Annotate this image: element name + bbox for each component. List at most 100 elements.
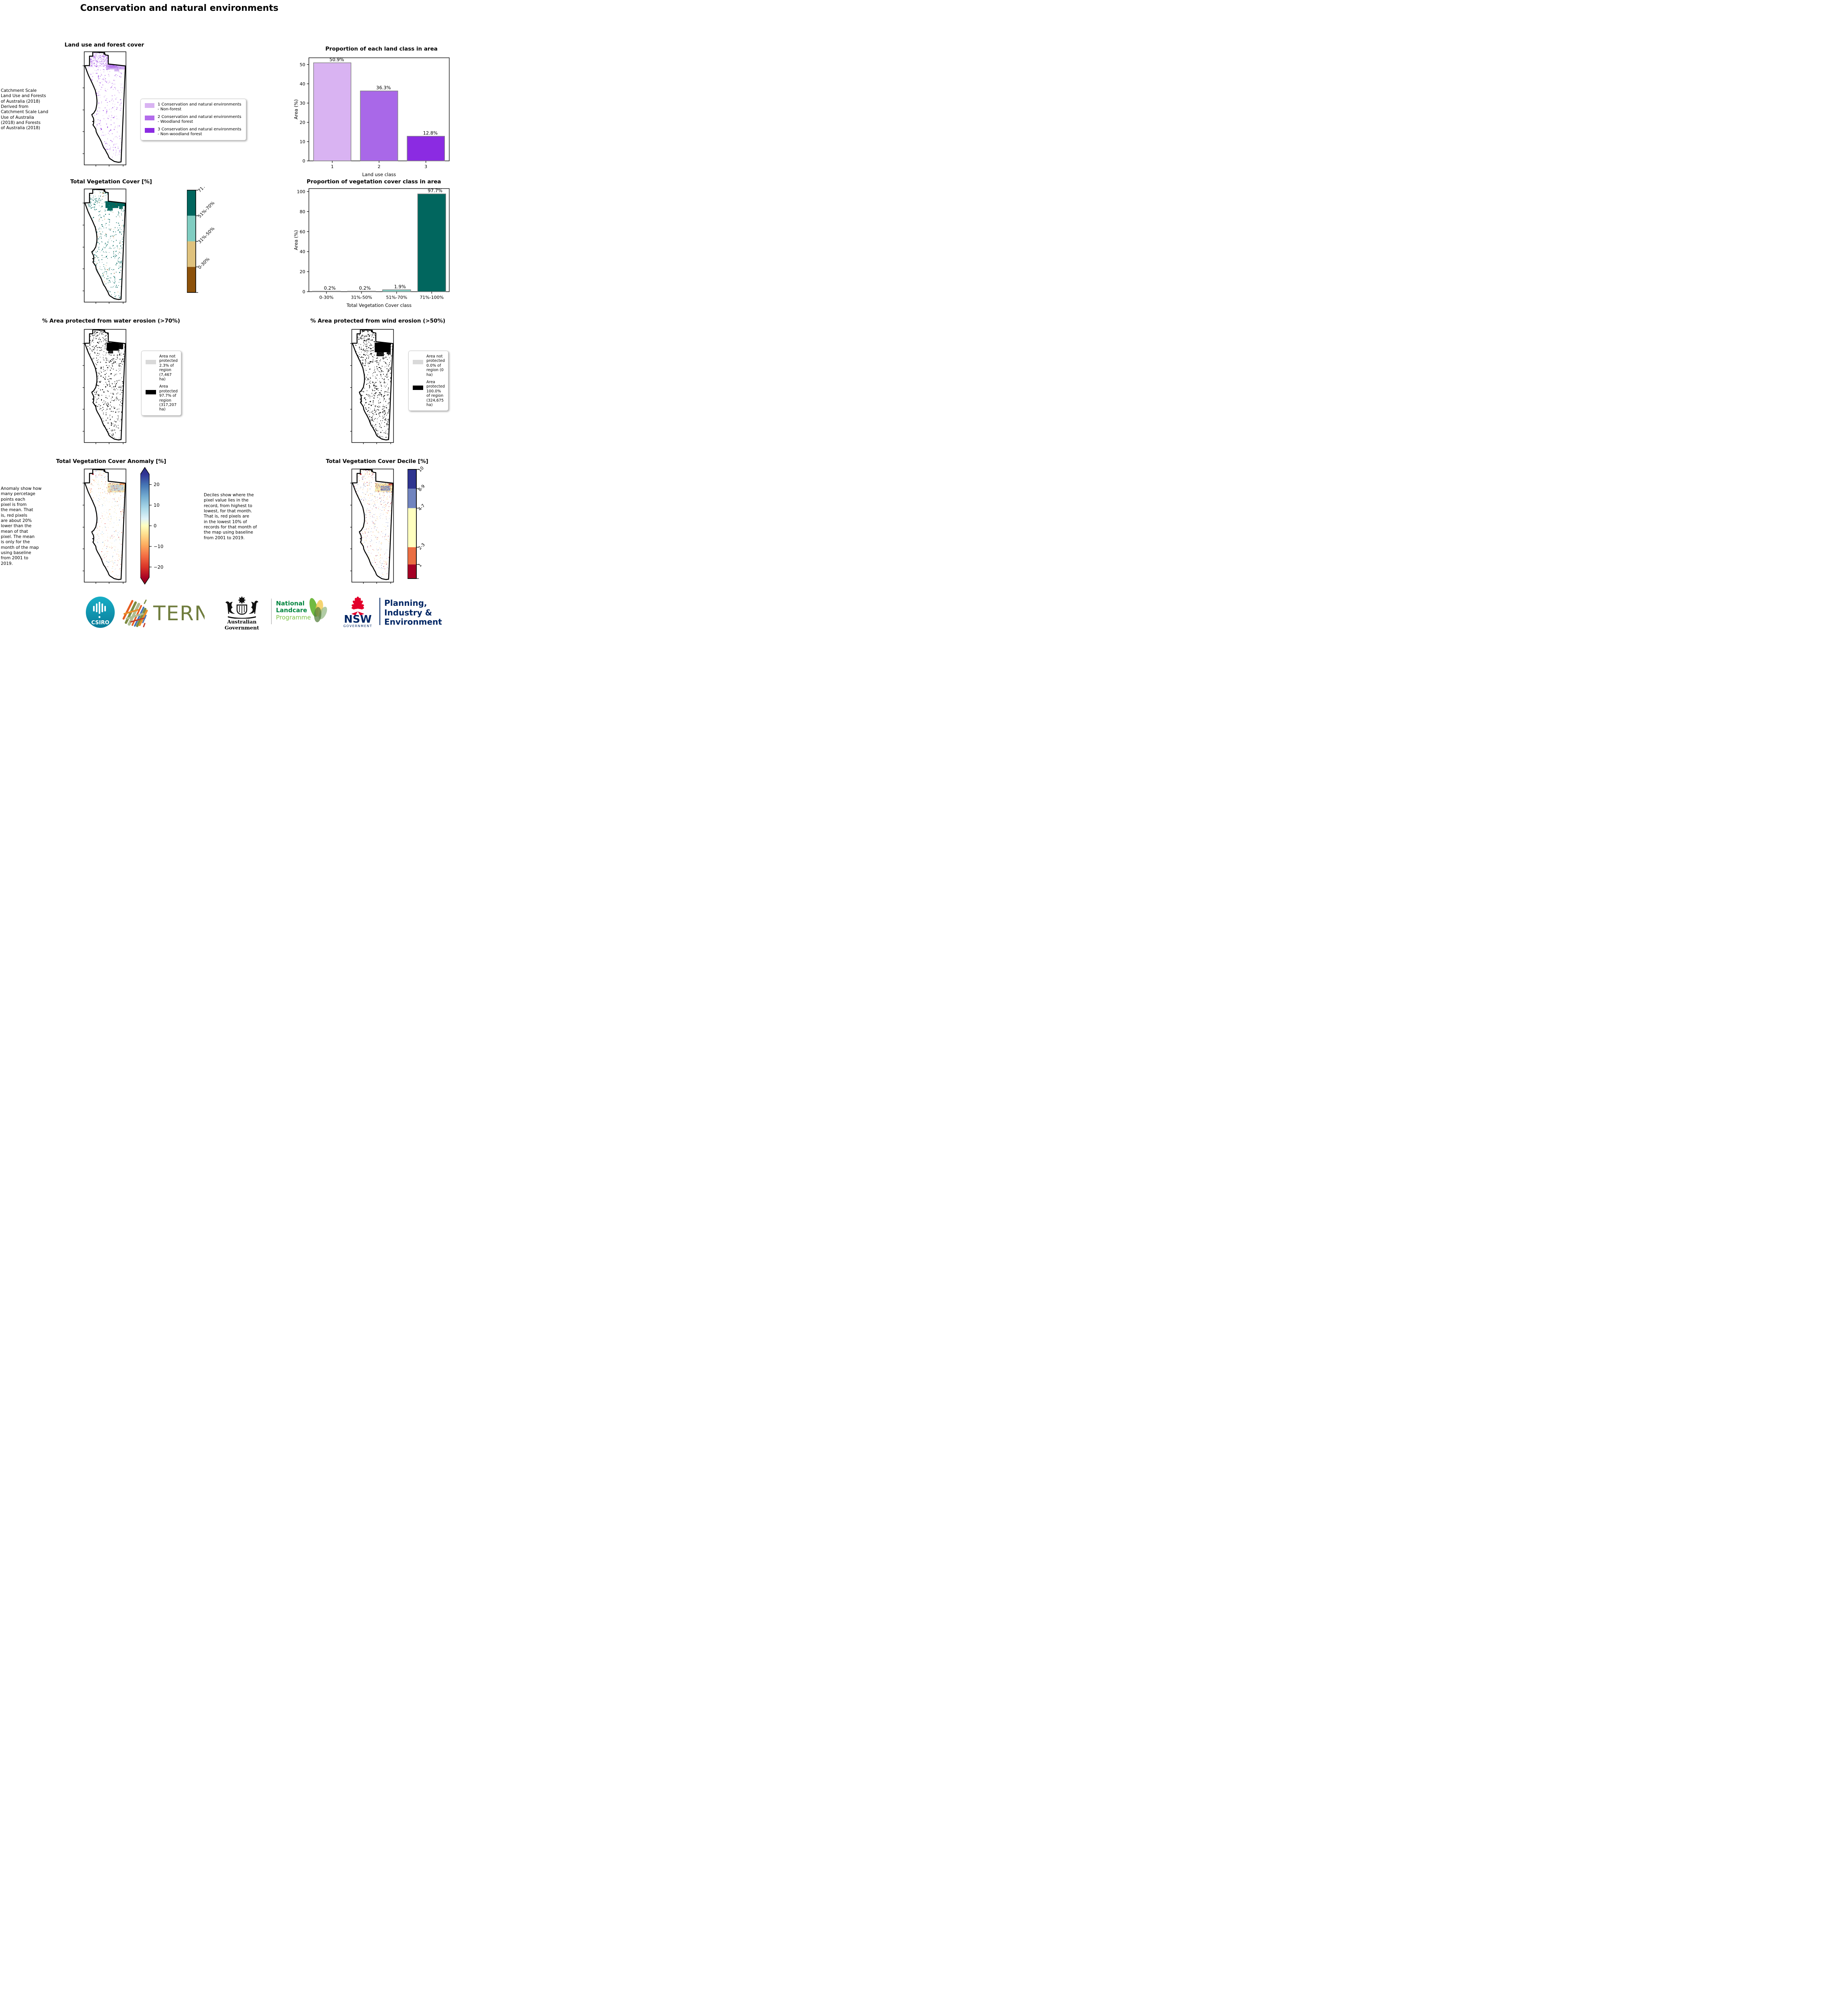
map-axis-ticks <box>83 343 124 444</box>
y-tick-label: 40 <box>300 249 305 254</box>
bar-value-label: 0.2% <box>324 285 336 291</box>
legend-label: 3 Conservation and natural environments … <box>158 127 241 136</box>
landcare-line: Programme <box>276 613 311 621</box>
anomaly-map <box>80 467 133 587</box>
nsw-government-label: GOVERNMENT <box>343 624 372 628</box>
y-tick-label: 50 <box>300 62 305 67</box>
tern-logo-graphic: TERN <box>122 599 209 627</box>
tern-label: TERN <box>153 602 205 625</box>
anomaly-title: Total Vegetation Cover Anomaly [%] <box>56 458 166 465</box>
map-axis-ticks <box>350 343 391 444</box>
y-tick-label: 0 <box>302 289 305 294</box>
veg-cover-colorbar: 71%-100% 51%-70% 31%-50% 0-30% <box>187 173 239 306</box>
legend-item: Area not protected 2.3% of region (7,467… <box>146 354 178 382</box>
map-axis-ticks <box>83 483 124 584</box>
colorbar-tick-label: 2-3 <box>417 542 426 551</box>
anomaly-colorbar-canvas: 20 10 0 −10 −20 <box>140 467 163 585</box>
x-tick-label: 3 <box>424 164 427 169</box>
region-outline <box>84 329 126 441</box>
map-canvas <box>350 469 394 584</box>
legend-swatch-icon <box>146 360 156 364</box>
planning-line: Environment <box>384 617 442 627</box>
y-tick-label: 40 <box>300 81 305 87</box>
legend-label: Area protected 97.7% of region (317,207 … <box>159 384 178 412</box>
decile-colorbar: 10 8-9 4-7 2-3 1 <box>407 465 460 587</box>
tern-australia-icon <box>122 599 148 627</box>
legend-label: Area not protected 0.0% of region (0 ha) <box>426 354 445 377</box>
region-outline <box>352 329 394 441</box>
y-tick-label: 60 <box>300 229 305 234</box>
planning-line: Planning, <box>384 598 427 608</box>
bar-chart-canvas: 0 20 40 60 80 100 0.2% 0-30% 0.2% 31%-50% 1.9% 51%-… <box>293 188 450 308</box>
y-tick-label: 80 <box>300 209 305 214</box>
x-tick-label: 31%-50% <box>351 295 372 300</box>
landcare-logo-text: National Landcare Programme <box>276 600 311 621</box>
y-axis-label: Area (%) <box>293 99 299 119</box>
map-canvas <box>350 329 394 444</box>
map-canvas <box>83 51 126 166</box>
nsw-logo: NSW GOVERNMENT <box>338 595 378 630</box>
bar <box>417 193 446 292</box>
legend-label: 1 Conservation and natural environments … <box>158 102 241 112</box>
bar <box>360 90 398 161</box>
legend-item: 1 Conservation and natural environments … <box>145 102 242 112</box>
page-title: Conservation and natural environments <box>80 3 279 13</box>
csiro-waveform-icon <box>93 602 106 618</box>
y-axis-label: Area (%) <box>293 230 299 250</box>
x-tick-label: 2 <box>378 164 381 169</box>
nsw-planning-separator <box>379 598 380 625</box>
colorbar-tick-label: 0 <box>154 523 156 529</box>
planning-line: Industry & <box>384 607 432 617</box>
land-class-chart: 0 10 20 30 40 50 50.9% 1 36.3% 2 12.8% 3 Land use cl… <box>292 55 454 182</box>
ausgov-label: Australian Government <box>225 619 259 631</box>
map-speckles <box>85 469 126 580</box>
map-canvas <box>83 189 126 304</box>
bar <box>407 136 445 161</box>
y-tick-label: 20 <box>300 269 305 274</box>
landcare-line: National <box>276 600 305 607</box>
bar-value-label: 1.9% <box>394 284 406 289</box>
legend-swatch-icon <box>145 128 154 133</box>
legend-item: Area protected 100.0% of region (324,675… <box>413 380 445 407</box>
region-outline <box>84 189 126 300</box>
water-erosion-legend: Area not protected 2.3% of region (7,467… <box>141 351 181 416</box>
land-class-chart-title: Proportion of each land class in area <box>325 46 438 52</box>
bar-value-label: 36.3% <box>376 85 391 91</box>
land-use-legend: 1 Conservation and natural environments … <box>140 99 246 140</box>
veg-class-chart: 0 20 40 60 80 100 0.2% 0-30% 0.2% 31%-50% 1.9% 51%-… <box>292 186 454 313</box>
wind-erosion-title: % Area protected from wind erosion (>50%… <box>310 318 446 324</box>
y-tick-label: 30 <box>300 101 305 106</box>
legend-swatch-icon <box>146 390 156 395</box>
veg-cover-map-title: Total Vegetation Cover [%] <box>70 179 152 185</box>
map-speckles <box>85 330 126 440</box>
bar <box>382 289 411 292</box>
colorbar-tick-label: 31%-50% <box>197 226 216 245</box>
map-axis-ticks <box>83 203 124 304</box>
map-speckles <box>352 469 393 580</box>
bar-value-label: 97.7% <box>428 188 442 193</box>
tern-logo: TERN <box>120 598 209 630</box>
y-tick-label: 10 <box>300 139 305 144</box>
decile-note: Deciles show where the pixel value lies … <box>204 493 257 540</box>
wind-erosion-map <box>348 327 401 447</box>
land-use-map-title: Land use and forest cover <box>64 42 144 48</box>
anomaly-colorbar: 20 10 0 −10 −20 <box>140 465 189 588</box>
map-axis-ticks <box>83 65 124 166</box>
colorbar-tick-label: 8-9 <box>417 483 426 492</box>
legend-label: Area not protected 2.3% of region (7,467… <box>159 354 178 382</box>
wind-erosion-legend: Area not protected 0.0% of region (0 ha)… <box>408 351 448 411</box>
veg-colorbar-canvas: 71%-100% 51%-70% 31%-50% 0-30% <box>187 173 217 293</box>
veg-cover-map <box>80 187 133 307</box>
legend-label: Area protected 100.0% of region (324,675… <box>426 380 445 407</box>
decile-map <box>348 467 401 587</box>
colorbar-tick-label: 1 <box>417 562 423 568</box>
region-outline <box>84 469 126 580</box>
ausgov-logo: Australian Government <box>212 595 272 631</box>
bar-chart-canvas: 0 10 20 30 40 50 50.9% 1 36.3% 2 12.8% 3 Land use cl… <box>293 57 450 177</box>
colorbar-tick-label: 0-30% <box>197 256 211 270</box>
csiro-logo: CSIRO <box>85 596 116 630</box>
bar <box>347 291 376 292</box>
legend-item: 3 Conservation and natural environments … <box>145 127 242 137</box>
legend-label: 2 Conservation and natural environments … <box>158 115 241 124</box>
ausgov-crest-icon <box>225 596 258 619</box>
